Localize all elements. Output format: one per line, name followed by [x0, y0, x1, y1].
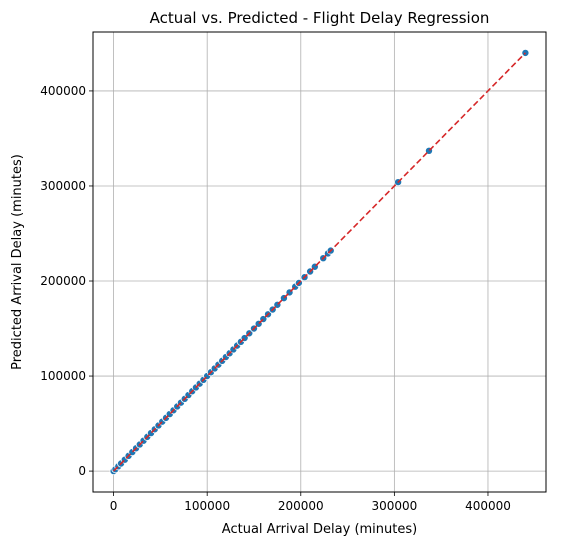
data-point — [521, 48, 530, 57]
y-tick-label: 400000 — [40, 84, 86, 98]
x-tick-label: 100000 — [184, 499, 230, 513]
x-axis-ticks: 0 100000 200000 300000 400000 — [110, 492, 511, 513]
y-tick-label: 300000 — [40, 179, 86, 193]
x-tick-label: 0 — [110, 499, 118, 513]
grid-lines — [93, 32, 546, 492]
x-tick-label: 200000 — [278, 499, 324, 513]
reference-line-layer — [113, 52, 526, 472]
y-tick-label: 200000 — [40, 274, 86, 288]
x-tick-label: 400000 — [465, 499, 511, 513]
x-tick-label: 300000 — [371, 499, 417, 513]
plot-frame — [92, 31, 547, 493]
chart-title: Actual vs. Predicted - Flight Delay Regr… — [150, 9, 490, 27]
y-tick-label: 0 — [78, 464, 86, 478]
y-axis-title: Predicted Arrival Delay (minutes) — [10, 154, 25, 370]
x-axis-title: Actual Arrival Delay (minutes) — [222, 522, 417, 537]
y-axis-ticks: 0 100000 200000 300000 400000 — [40, 84, 93, 478]
y-tick-label: 100000 — [40, 369, 86, 383]
reference-line — [113, 52, 526, 472]
